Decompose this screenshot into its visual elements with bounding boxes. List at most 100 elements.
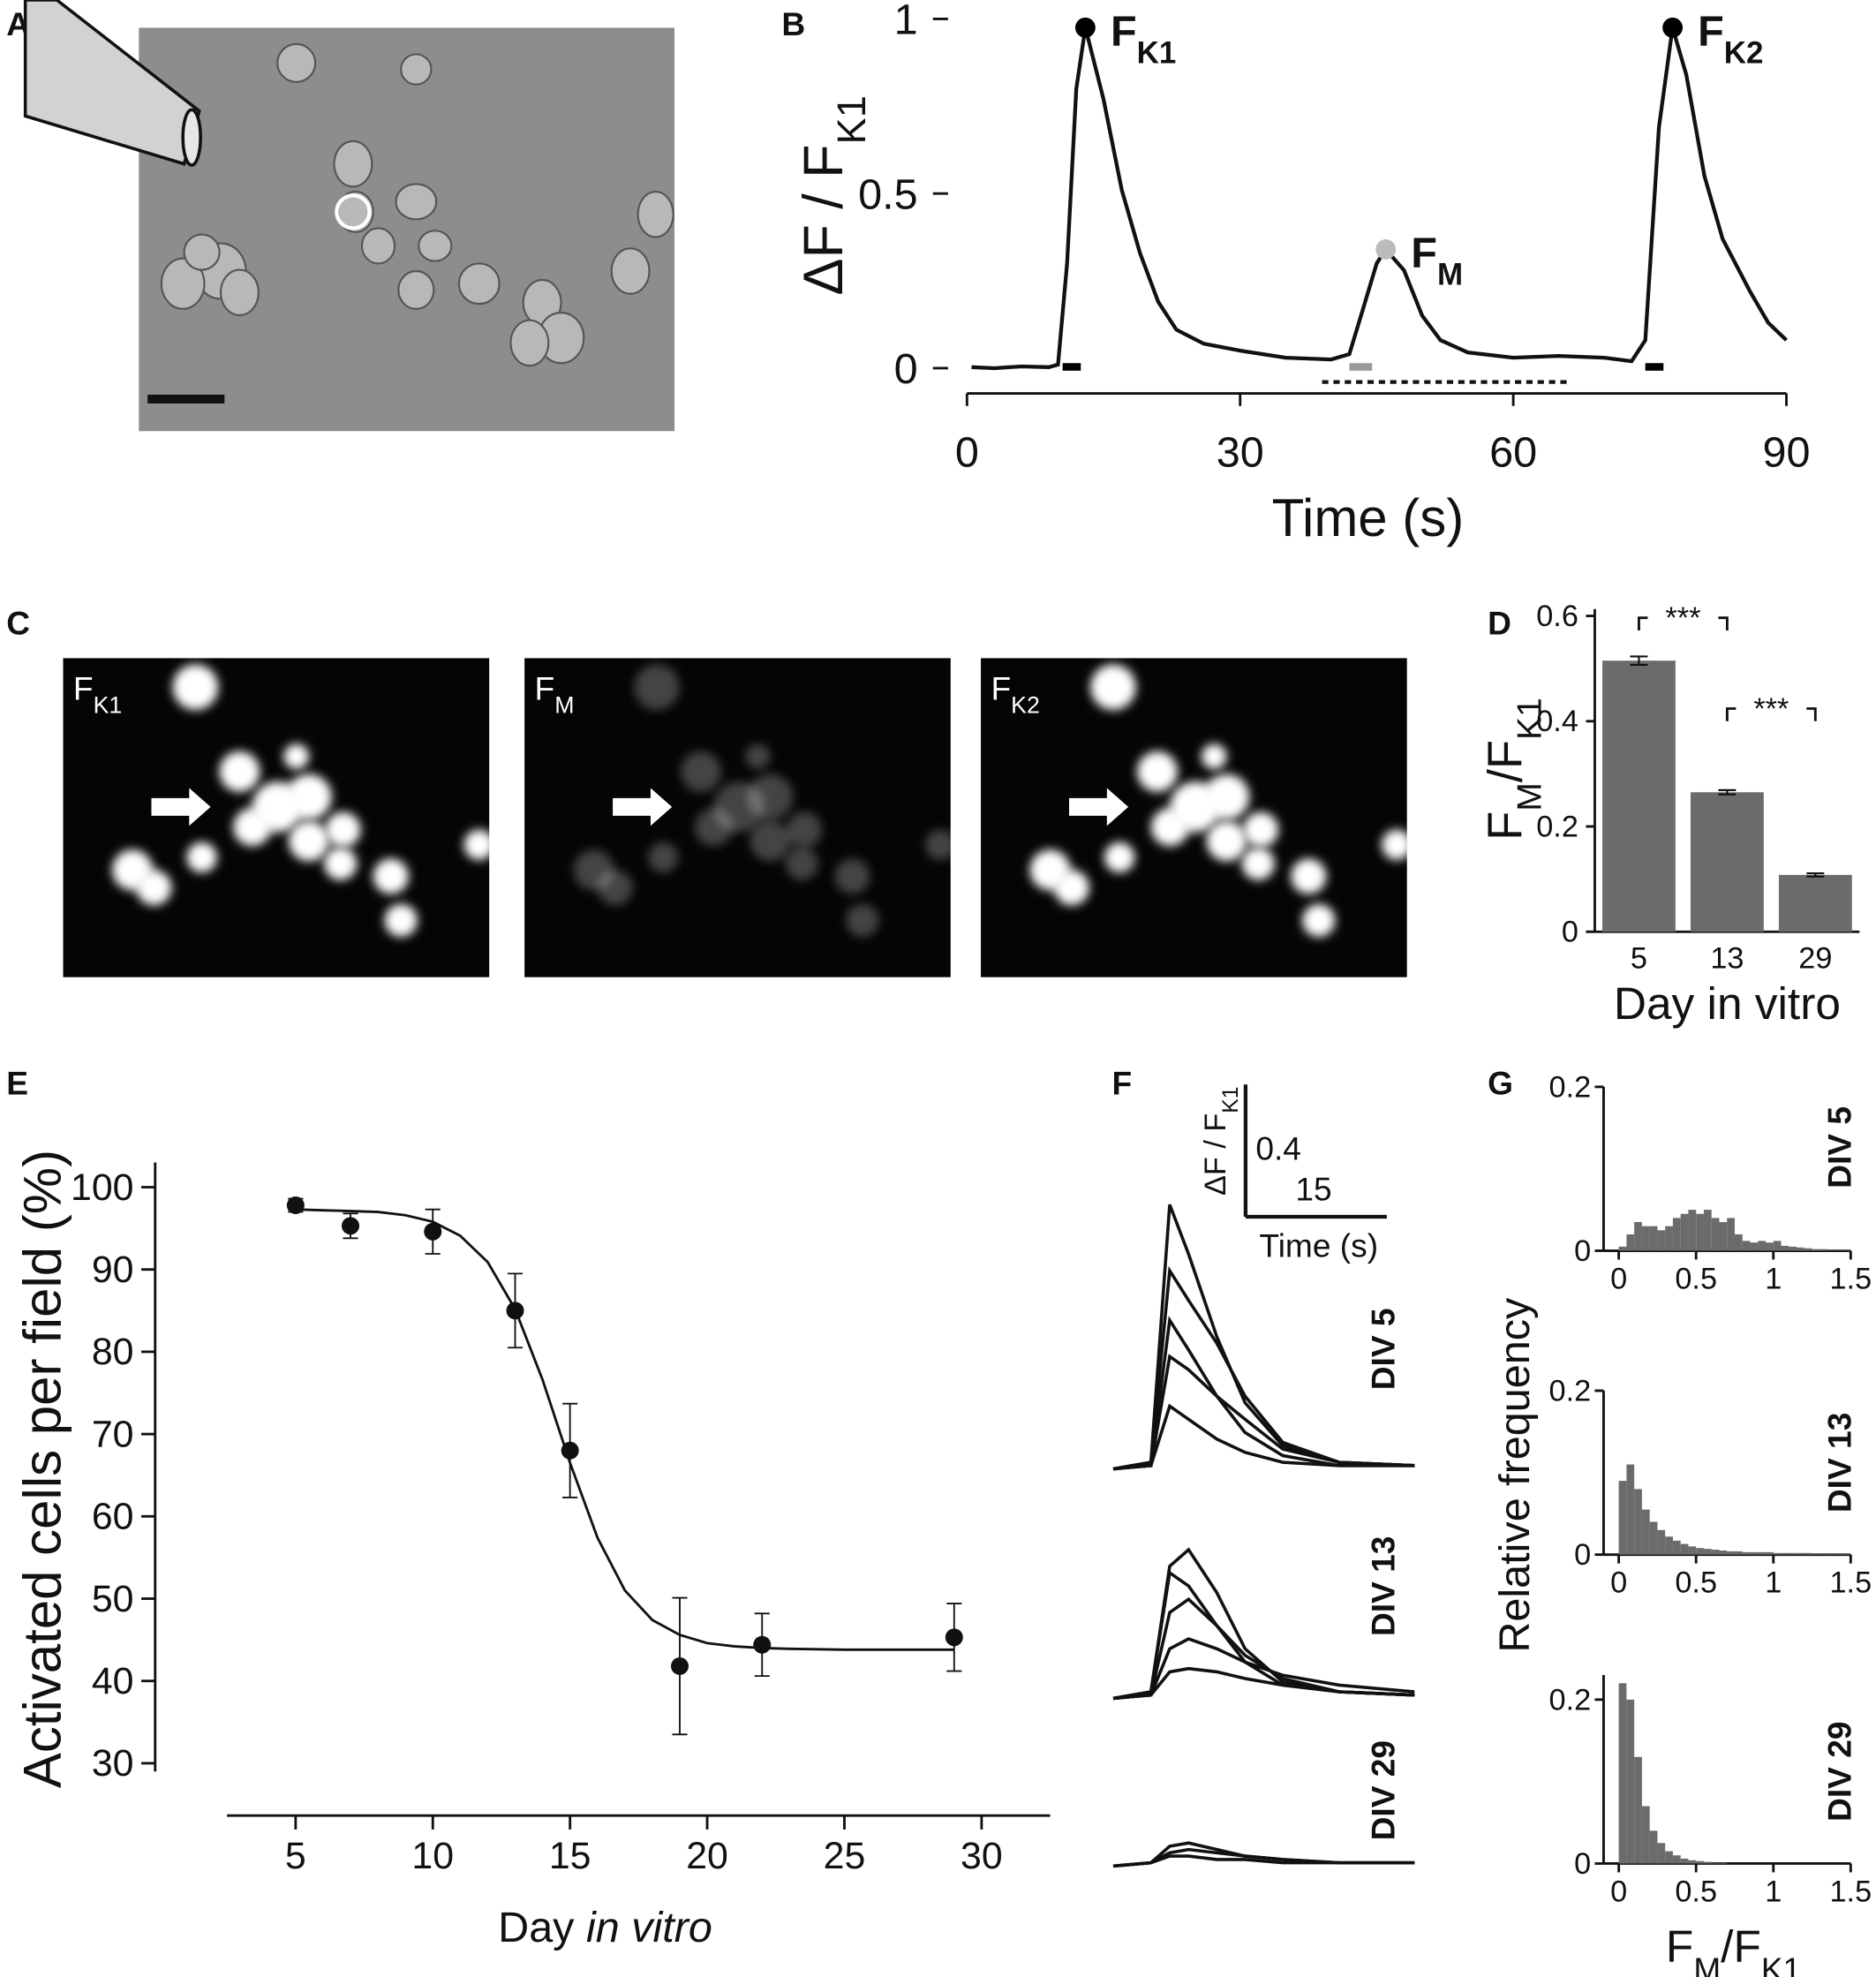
fluorescent-cell — [925, 829, 956, 860]
histogram-bar — [1657, 1843, 1666, 1864]
y-axis-title-part: ΔF / F — [793, 144, 855, 295]
fluorescent-cell — [834, 858, 870, 894]
histogram-bar — [1649, 1226, 1658, 1251]
fluorescent-cell — [219, 751, 260, 792]
histogram-bar — [1711, 1550, 1720, 1555]
error-bar — [1806, 872, 1825, 878]
y-tick-label: 50 — [92, 1578, 134, 1620]
histogram-bar — [1804, 1552, 1812, 1555]
histogram-bar — [1827, 1553, 1835, 1555]
stimulus-bar — [1062, 363, 1081, 371]
y-tick-label: 0.6 — [1536, 600, 1578, 633]
peak-label-part: F — [1111, 7, 1137, 55]
fluorescent-cell — [745, 743, 771, 770]
panel-label: G — [1488, 1064, 1513, 1101]
histogram-bar — [1719, 1862, 1728, 1864]
histogram-bar — [1812, 1249, 1820, 1251]
arrow — [1069, 788, 1129, 826]
image-label: FM — [535, 670, 575, 719]
data-point — [670, 1656, 689, 1675]
panel-label: B — [781, 5, 805, 42]
x-tick-label: 5 — [1631, 942, 1647, 976]
histogram-bar — [1797, 1552, 1804, 1555]
histogram-bar — [1711, 1218, 1720, 1251]
x-tick-label: 1.5 — [1830, 1875, 1872, 1908]
x-axis-title-part: Day — [498, 1904, 586, 1951]
x-tick-label: 29 — [1798, 942, 1832, 976]
cell — [397, 269, 435, 310]
fluorescent-cell — [186, 841, 217, 873]
fluorescent-cell — [1206, 820, 1247, 862]
histogram-bar — [1727, 1218, 1735, 1251]
peak-label-part: M — [1437, 257, 1463, 291]
peak-marker — [1662, 17, 1684, 38]
panel-label: F — [1112, 1064, 1133, 1101]
histogram-bar — [1789, 1246, 1797, 1251]
y-axis-title: ΔF / FK1 — [793, 95, 874, 295]
y-tick-label: 0 — [1574, 1234, 1591, 1268]
image-label-part: F — [535, 670, 555, 707]
peak-label-part: K2 — [1724, 35, 1764, 70]
y-axis-title-part: K1 — [828, 95, 873, 144]
histogram-bar — [1618, 1481, 1627, 1555]
y-axis-title-part: M — [1511, 782, 1548, 811]
histogram-bar — [1804, 1248, 1812, 1251]
histogram-bar — [1657, 1529, 1666, 1555]
y-tick-label: 30 — [92, 1742, 134, 1785]
fluorescent-cell — [1104, 841, 1135, 873]
error-bar — [1718, 789, 1737, 796]
fluorescent-cell — [325, 811, 361, 848]
image-label-part: K2 — [1011, 692, 1040, 719]
fluorescent-cell — [172, 664, 219, 710]
peak-label-part: F — [1411, 229, 1437, 276]
histogram-bar — [1812, 1553, 1820, 1555]
fluorescent-cell — [136, 870, 172, 906]
cell — [219, 268, 260, 317]
significance-bracket — [1638, 616, 1729, 630]
x-tick-label: 0 — [1610, 1566, 1627, 1599]
y-tick-label: 0 — [894, 345, 918, 393]
y-axis-title-part: F — [1480, 811, 1533, 841]
histogram-bar — [1727, 1551, 1735, 1555]
histogram-bar — [1711, 1862, 1720, 1864]
x-tick-label: 1 — [1765, 1566, 1782, 1599]
histogram-bar — [1835, 1553, 1843, 1555]
y-tick-label: 0 — [1574, 1538, 1591, 1572]
histogram-bar — [1649, 1521, 1658, 1555]
histogram-bar — [1641, 1806, 1650, 1864]
scale-bar-y-title: ΔF / FK1 — [1199, 1087, 1243, 1196]
cell — [183, 233, 221, 271]
histogram-bar — [1703, 1210, 1712, 1251]
fluorescent-cell — [373, 858, 409, 894]
cell — [360, 227, 396, 265]
x-tick-label: 25 — [824, 1835, 866, 1877]
histogram-bar — [1835, 1249, 1843, 1251]
image-label: FK1 — [73, 670, 122, 719]
histogram-bar — [1742, 1551, 1751, 1555]
bar — [1690, 792, 1764, 932]
histogram-bar — [1773, 1241, 1782, 1251]
y-tick-label: 0.2 — [1549, 1683, 1592, 1717]
x-axis-title-part: in vitro — [586, 1904, 712, 1951]
x-tick-label: 30 — [961, 1835, 1003, 1877]
panel-label: E — [6, 1064, 28, 1101]
x-tick-label: 0.5 — [1675, 1566, 1717, 1599]
fluorescent-cell — [324, 847, 358, 880]
group-label: DIV 5 — [1364, 1308, 1401, 1390]
fluorescent-cell — [1302, 903, 1336, 937]
trace — [1112, 1596, 1415, 1701]
histogram-bar — [1734, 1551, 1743, 1555]
cell — [509, 319, 550, 367]
x-tick-label: 1 — [1765, 1875, 1782, 1908]
fluorescent-cell — [384, 903, 418, 937]
data-point — [342, 1217, 360, 1235]
group-label: DIV 13 — [1820, 1413, 1857, 1513]
y-tick-label: 0.2 — [1549, 1374, 1592, 1407]
histogram-bar — [1626, 1234, 1635, 1251]
fluorescent-cell — [289, 820, 329, 862]
histogram-bar — [1750, 1551, 1759, 1555]
histogram-bar — [1719, 1551, 1728, 1555]
scale-bar-x-value: 15 — [1295, 1170, 1331, 1207]
x-tick-label: 0 — [1610, 1875, 1627, 1908]
y-tick-label: 0 — [1574, 1847, 1591, 1881]
